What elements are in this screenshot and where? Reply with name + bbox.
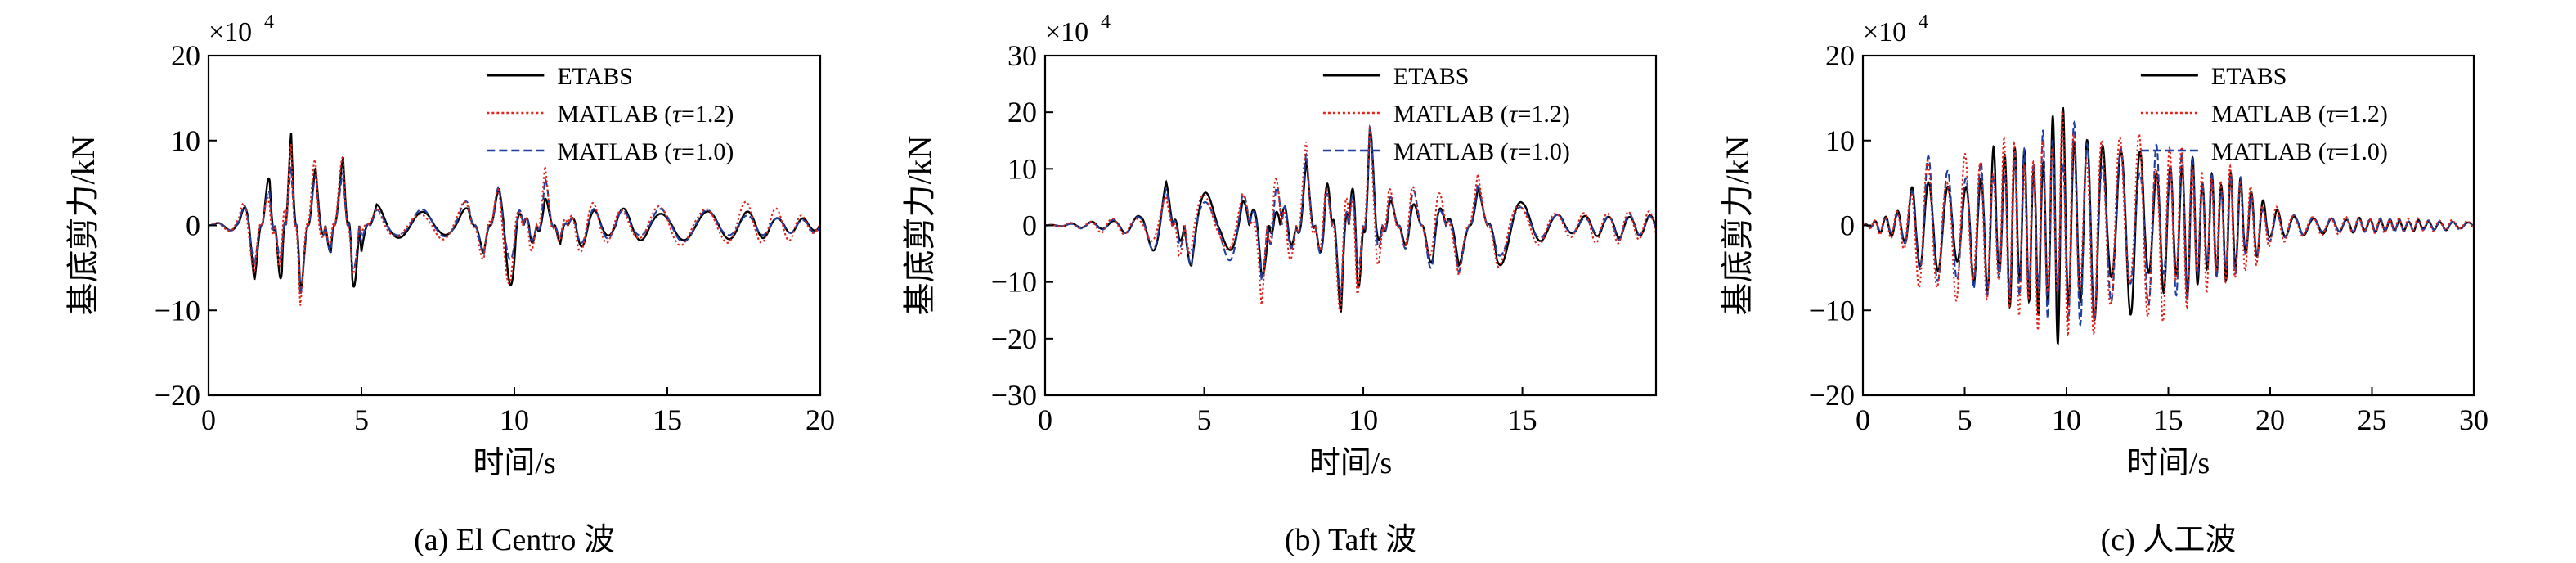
x-tick-label: 20: [806, 403, 835, 436]
legend: ETABS MATLAB (τ=1.2) MATLAB (τ=1.0): [2140, 63, 2388, 165]
x-tick-label: 5: [1958, 403, 1972, 436]
x-axis-label: 时间/s: [473, 446, 555, 480]
panel-caption: (b) Taft 波: [1285, 523, 1416, 557]
x-tick-label: 15: [2154, 403, 2183, 436]
x-tick-label: 25: [2358, 403, 2387, 436]
y-axis-label: 基底剪力/kN: [65, 136, 101, 316]
x-tick-label: 5: [354, 403, 369, 436]
y-tick-label: 0: [186, 209, 200, 242]
y-multiplier-exponent: 4: [264, 11, 274, 33]
series-line-matlab-1-2: [1863, 110, 2474, 340]
x-tick-label: 10: [1349, 403, 1378, 436]
legend-label: ETABS: [2211, 63, 2287, 90]
x-tick-label: 15: [653, 403, 682, 436]
series-line-matlab-1-2: [209, 143, 820, 306]
legend-label: MATLAB (τ=1.2): [2211, 101, 2388, 128]
x-tick-label: 0: [1038, 403, 1052, 436]
x-tick-label: 10: [2052, 403, 2081, 436]
y-tick-label: −20: [1809, 379, 1855, 412]
series-line-matlab-1-2: [1045, 124, 1656, 313]
y-tick-label: −10: [155, 294, 200, 327]
y-multiplier: ×10: [1863, 17, 1906, 47]
y-tick-label: −30: [991, 379, 1037, 412]
legend: ETABS MATLAB (τ=1.2) MATLAB (τ=1.0): [487, 63, 734, 165]
chart-panel-3: 0 5 10 15 20 25 30 −20 −10 0 10 20 ×10 4 时间/s 基底剪力/kN (c…: [1719, 11, 2488, 557]
legend-label: ETABS: [1393, 63, 1470, 90]
x-tick-label: 0: [1856, 403, 1870, 436]
y-axis-label: 基底剪力/kN: [901, 136, 938, 316]
panel-caption: (c) 人工波: [2101, 523, 2237, 557]
series-group: [1045, 124, 1656, 313]
y-tick-label: 30: [1008, 39, 1037, 72]
chart-panel-2: 0 5 10 15 −30 −20 −10 0 10 20 30 ×10 4 时间/s 基底剪力/kN (b)…: [901, 11, 1658, 557]
panel-caption: (a) El Centro 波: [414, 523, 615, 557]
y-tick-label: 10: [1008, 152, 1037, 185]
legend-label: MATLAB (τ=1.0): [557, 138, 734, 165]
y-tick-label: 0: [1022, 209, 1037, 242]
y-tick-label: −20: [991, 322, 1037, 355]
y-tick-label: −10: [991, 266, 1037, 299]
legend-label: ETABS: [557, 63, 633, 90]
legend-label: MATLAB (τ=1.0): [1393, 138, 1570, 165]
y-tick-label: 20: [1825, 39, 1855, 72]
legend-label: MATLAB (τ=1.2): [1393, 101, 1570, 128]
y-tick-label: 10: [171, 124, 200, 157]
x-tick-label: 0: [201, 403, 216, 436]
x-tick-label: 10: [500, 403, 529, 436]
legend-label: MATLAB (τ=1.2): [557, 101, 734, 128]
x-tick-label: 15: [1508, 403, 1537, 436]
x-tick-label: 30: [2459, 403, 2488, 436]
x-axis-label: 时间/s: [1309, 446, 1392, 480]
x-tick-label: 5: [1197, 403, 1212, 436]
x-axis-label: 时间/s: [2127, 446, 2210, 480]
y-tick-label: −10: [1809, 294, 1855, 327]
y-tick-label: 20: [171, 39, 200, 72]
y-multiplier-exponent: 4: [1101, 11, 1111, 33]
y-tick-label: −20: [155, 379, 200, 412]
y-multiplier: ×10: [209, 17, 252, 47]
chart-panel-1: 0 5 10 15 20 −20 −10 0 10 20 ×10 4 时间/s 基底剪力/kN (a) El…: [65, 11, 835, 557]
y-tick-label: 0: [1840, 209, 1855, 242]
y-multiplier: ×10: [1045, 17, 1088, 47]
legend-label: MATLAB (τ=1.0): [2211, 138, 2388, 165]
series-line-matlab-1-0: [1863, 119, 2474, 328]
legend: ETABS MATLAB (τ=1.2) MATLAB (τ=1.0): [1322, 63, 1570, 165]
x-tick-label: 20: [2255, 403, 2285, 436]
series-group: [209, 133, 820, 306]
y-tick-label: 10: [1825, 124, 1855, 157]
series-group: [1863, 106, 2474, 345]
y-tick-label: 20: [1008, 96, 1037, 128]
y-axis-label: 基底剪力/kN: [1719, 136, 1756, 316]
y-multiplier-exponent: 4: [1919, 11, 1928, 33]
